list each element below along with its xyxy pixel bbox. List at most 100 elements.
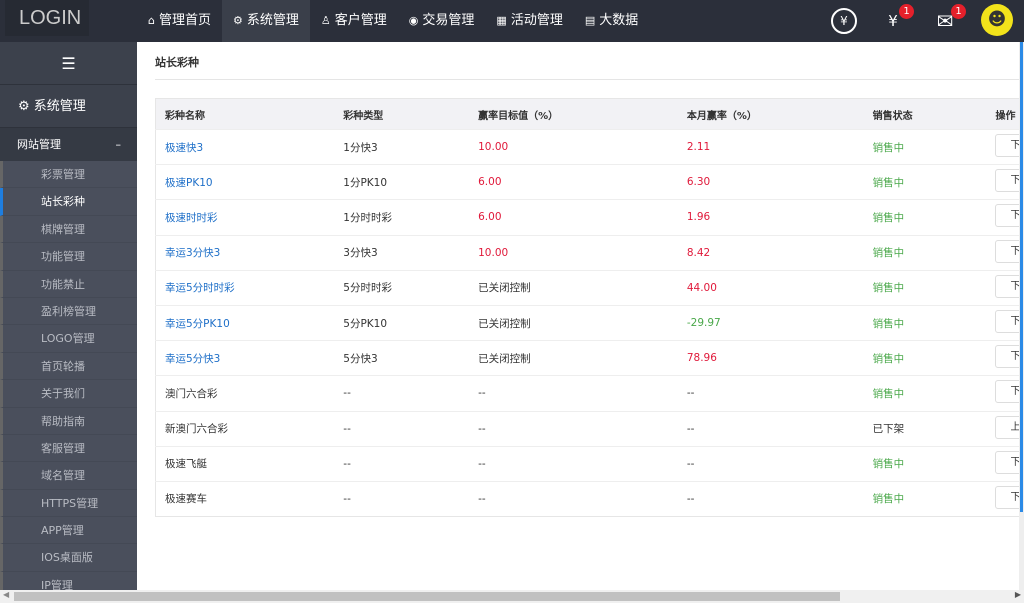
lottery-link[interactable]: 极速快3 bbox=[165, 141, 204, 154]
vertical-scrollbar-thumb[interactable] bbox=[1020, 42, 1023, 512]
sidebar-item[interactable]: LOGO管理 bbox=[0, 325, 137, 353]
gear-icon: ⚙ bbox=[233, 14, 243, 27]
lottery-type: 1分时时彩 bbox=[334, 199, 470, 236]
action-cell: 下架 bbox=[986, 304, 1024, 341]
lottery-type: 3分快3 bbox=[334, 234, 470, 271]
lottery-type: -- bbox=[334, 480, 470, 517]
avatar[interactable]: ☻ bbox=[981, 4, 1013, 36]
withdraw-icon[interactable]: ¥ bbox=[831, 8, 857, 34]
receipt-glyph: ¥ bbox=[888, 12, 898, 30]
sidebar-item[interactable]: 站长彩种 bbox=[0, 188, 137, 216]
sidebar: ☰ ⚙ 系统管理 网站管理 – 彩票管理 站长彩种 棋牌管理 功能管理 功能禁止 盈利榜管理… bbox=[0, 42, 137, 590]
toggle-sale-button[interactable]: 下架 bbox=[995, 239, 1024, 263]
nav-item-4[interactable]: ▦ 活动管理 bbox=[485, 0, 573, 42]
horizontal-scrollbar[interactable]: ◀ ▶ bbox=[0, 590, 1024, 603]
horizontal-scrollbar-thumb[interactable] bbox=[14, 592, 840, 601]
target-rate: 6.00 bbox=[469, 199, 678, 236]
sidebar-item[interactable]: 帮助指南 bbox=[0, 407, 137, 435]
sidebar-group-website[interactable]: 网站管理 – bbox=[0, 128, 137, 161]
lottery-name: 极速时时彩 bbox=[155, 199, 335, 236]
logo[interactable]: LOGIN bbox=[5, 0, 89, 36]
lottery-name: 极速飞艇 bbox=[155, 445, 335, 482]
toggle-sale-button[interactable]: 下架 bbox=[995, 169, 1024, 193]
nav-item-5[interactable]: ▤ 大数据 bbox=[574, 0, 649, 42]
nav-label: 客户管理 bbox=[334, 13, 387, 28]
lottery-link[interactable]: 幸运5分PK10 bbox=[165, 317, 230, 330]
toggle-sale-button[interactable]: 下架 bbox=[995, 204, 1024, 228]
sidebar-group-label: 网站管理 bbox=[17, 138, 61, 151]
sidebar-item[interactable]: 功能管理 bbox=[0, 243, 137, 271]
monthly-rate: 8.42 bbox=[677, 234, 864, 271]
sidebar-item[interactable]: 首页轮播 bbox=[0, 352, 137, 381]
nav-item-2[interactable]: ♙ 客户管理 bbox=[310, 0, 398, 42]
collapse-icon[interactable]: – bbox=[115, 138, 122, 151]
table-row: 新澳门六合彩------已下架上架 bbox=[155, 410, 1024, 447]
nav-item-1[interactable]: ⚙ 系统管理 bbox=[222, 0, 310, 42]
mail-icon[interactable]: ✉ 1 bbox=[932, 4, 966, 34]
nav-label: 系统管理 bbox=[246, 13, 299, 28]
nav-item-0[interactable]: ⌂ 管理首页 bbox=[137, 0, 222, 42]
toggle-sale-button[interactable]: 下架 bbox=[995, 310, 1024, 334]
sidebar-item[interactable]: 功能禁止 bbox=[0, 270, 137, 298]
sidebar-items: 彩票管理 站长彩种 棋牌管理 功能管理 功能禁止 盈利榜管理 LOGO管理 首页轮播 关于我们帮… bbox=[0, 161, 137, 590]
report-icon: ▤ bbox=[584, 14, 596, 27]
sale-status: 销售中 bbox=[863, 480, 987, 517]
gift-icon: ▦ bbox=[496, 14, 507, 27]
sale-status: 销售中 bbox=[863, 304, 987, 341]
sale-status: 销售中 bbox=[863, 234, 987, 271]
sidebar-item[interactable]: 关于我们 bbox=[0, 380, 137, 408]
sidebar-item[interactable]: 彩票管理 bbox=[0, 161, 137, 189]
menu-toggle-icon[interactable]: ☰ bbox=[0, 42, 137, 85]
lottery-name: 幸运5分快3 bbox=[155, 340, 335, 376]
toggle-sale-button[interactable]: 下架 bbox=[995, 274, 1024, 298]
lottery-link[interactable]: 幸运5分快3 bbox=[165, 352, 221, 365]
sidebar-section-system[interactable]: ⚙ 系统管理 bbox=[0, 85, 137, 128]
sidebar-section-label: 系统管理 bbox=[33, 99, 86, 114]
table-row: 极速赛车------销售中下架 bbox=[155, 480, 1024, 517]
sidebar-item[interactable]: 域名管理 bbox=[0, 462, 137, 490]
lottery-link[interactable]: 幸运3分快3 bbox=[165, 247, 221, 260]
column-header: 赢率目标值（%） bbox=[469, 98, 678, 130]
monthly-rate: 2.11 bbox=[677, 128, 864, 165]
lottery-name: 极速快3 bbox=[155, 128, 335, 165]
table-row: 极速飞艇------销售中下架 bbox=[155, 445, 1024, 482]
top-bar: LOGIN ⌂ 管理首页 ⚙ 系统管理 ♙ 客户管理 ◉ 交易管理 ▦ 活动管理 ▤ 大数据 ¥ ¥1… bbox=[0, 0, 1024, 42]
sidebar-item[interactable]: 棋牌管理 bbox=[0, 215, 137, 244]
sidebar-item[interactable]: 客服管理 bbox=[0, 434, 137, 463]
table-row: 澳门六合彩------销售中下架 bbox=[155, 375, 1024, 411]
toggle-sale-button[interactable]: 下架 bbox=[995, 485, 1024, 509]
toggle-sale-button[interactable]: 下架 bbox=[995, 380, 1024, 404]
lottery-link[interactable]: 幸运5分时时彩 bbox=[165, 282, 235, 295]
sidebar-item[interactable]: HTTPS管理 bbox=[0, 489, 137, 518]
receipt-icon[interactable]: ¥1 bbox=[880, 4, 914, 34]
divider bbox=[155, 79, 1024, 80]
nav-label: 交易管理 bbox=[422, 13, 475, 28]
action-cell: 下架 bbox=[986, 375, 1024, 411]
sidebar-item[interactable]: 盈利榜管理 bbox=[0, 297, 137, 326]
toggle-sale-button[interactable]: 下架 bbox=[995, 134, 1024, 158]
column-header: 本月赢率（%） bbox=[677, 98, 864, 130]
nav-item-3[interactable]: ◉ 交易管理 bbox=[398, 0, 486, 42]
lottery-name: 澳门六合彩 bbox=[155, 375, 335, 411]
toggle-sale-button[interactable]: 上架 bbox=[995, 415, 1024, 439]
toggle-sale-button[interactable]: 下架 bbox=[995, 450, 1024, 474]
sale-status: 销售中 bbox=[863, 340, 987, 376]
monthly-rate: -- bbox=[677, 445, 864, 482]
receipt-badge: 1 bbox=[899, 4, 914, 19]
lottery-name: 极速赛车 bbox=[155, 480, 335, 517]
sidebar-item[interactable]: IP管理 bbox=[0, 571, 137, 590]
lottery-link[interactable]: 极速时时彩 bbox=[165, 211, 218, 224]
action-cell: 下架 bbox=[986, 480, 1024, 517]
target-rate: 10.00 bbox=[469, 128, 678, 165]
toggle-sale-button[interactable]: 下架 bbox=[995, 345, 1024, 369]
sidebar-item[interactable]: APP管理 bbox=[0, 517, 137, 545]
sale-status: 销售中 bbox=[863, 269, 987, 306]
lottery-link[interactable]: 极速PK10 bbox=[165, 176, 213, 189]
sidebar-item[interactable]: IOS桌面版 bbox=[0, 544, 137, 572]
action-cell: 下架 bbox=[986, 128, 1024, 165]
